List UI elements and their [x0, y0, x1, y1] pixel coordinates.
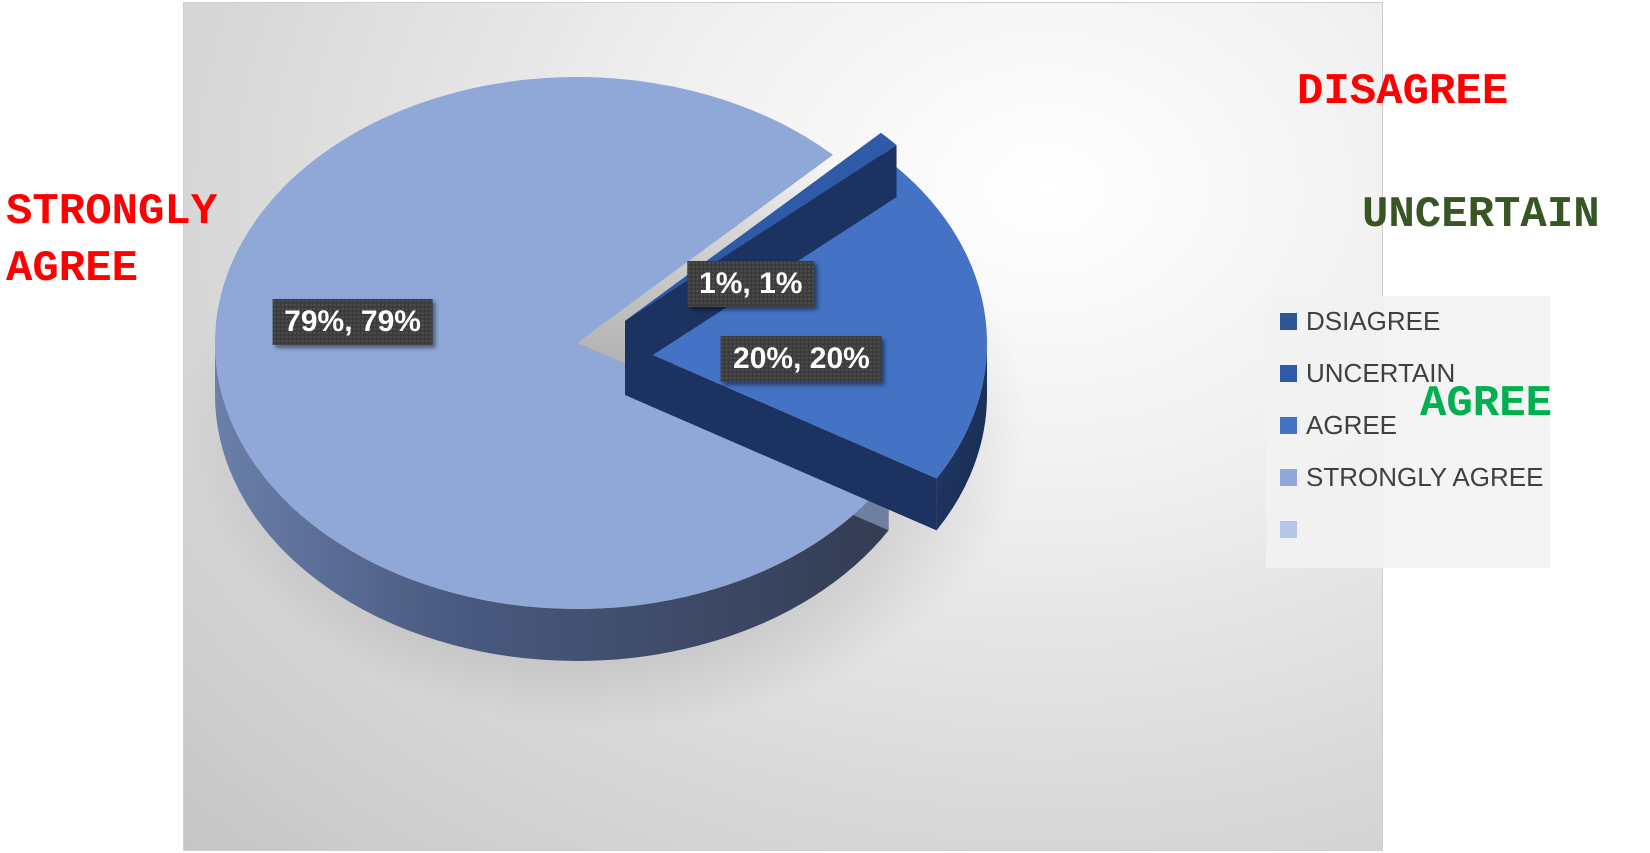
chart-area: 1%, 1% 20%, 20% 79%, 79% DSIAGREE UNCERTAIN… [183, 2, 1550, 851]
legend-item-blank [1280, 514, 1306, 544]
legend-label: DSIAGREE [1306, 305, 1441, 336]
annotation-uncertain: UNCERTAIN [1362, 190, 1600, 240]
annotation-agree: AGREE [1420, 379, 1553, 429]
pie-slice-side [215, 343, 889, 662]
pie-chart [185, 77, 1029, 729]
data-label-agree: 20%, 20% [721, 335, 882, 382]
legend-swatch [1280, 312, 1297, 330]
pie-slice-side [936, 343, 987, 531]
legend-item-strongly-agree: STRONGLY AGREE [1280, 462, 1543, 492]
annotation-strongly-agree-line2: AGREE [6, 244, 139, 294]
legend-label: AGREE [1306, 409, 1398, 440]
legend-swatch [1280, 416, 1297, 434]
annotation-disagree: DISAGREE [1297, 67, 1509, 117]
data-label-uncertain: 1%, 1% [687, 261, 815, 308]
legend-swatch [1280, 520, 1297, 538]
legend-swatch [1280, 468, 1297, 486]
legend-item-uncertain: UNCERTAIN [1280, 358, 1455, 388]
legend-label: UNCERTAIN [1306, 357, 1456, 388]
pie-slice-top [625, 167, 988, 479]
legend-label: STRONGLY AGREE [1306, 461, 1544, 492]
pie-slice-cut-face [625, 145, 897, 373]
pie-slice-cut-face [625, 343, 937, 531]
pie-slice-top [215, 77, 889, 609]
chart-legend: DSIAGREE UNCERTAIN AGREE STRONGLY AGREE [1266, 296, 1550, 568]
legend-item-agree: AGREE [1280, 410, 1397, 440]
annotation-strongly-agree-line1: STRONGLY [6, 187, 218, 237]
legend-item-dsiagree: DSIAGREE [1280, 306, 1440, 336]
legend-swatch [1280, 364, 1297, 382]
data-label-strongly-agree: 79%, 79% [272, 298, 433, 345]
annotation-strongly-agree: STRONGLY AGREE [6, 184, 217, 298]
